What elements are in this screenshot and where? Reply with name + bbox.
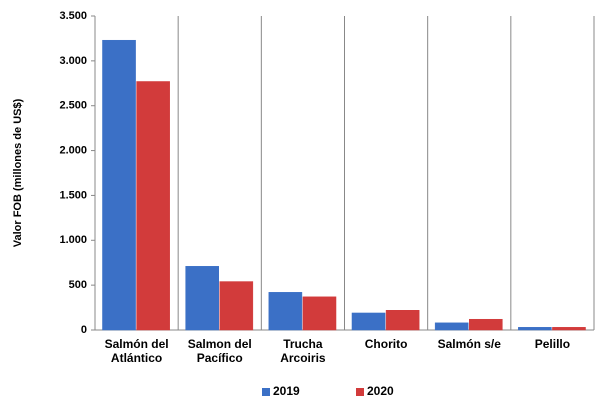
y-tick-label: 3.000 <box>59 55 87 67</box>
y-tick-label: 500 <box>69 279 87 291</box>
y-tick-label: 1.500 <box>59 189 87 201</box>
bar <box>219 281 254 331</box>
bar <box>434 322 469 331</box>
bar <box>518 327 552 331</box>
x-tick-label: Salmon del Pacífico <box>187 337 252 365</box>
bar <box>268 292 303 331</box>
legend-label: 2019 <box>273 384 300 398</box>
y-tick-label: 1.000 <box>59 234 87 246</box>
x-tick-label: Pelillo <box>534 337 571 351</box>
y-tick-label: 2.500 <box>59 100 87 112</box>
bar <box>351 312 386 331</box>
bar <box>102 39 136 331</box>
y-axis-title: Valor FOB (millones de US$) <box>12 98 24 247</box>
x-tick-label: Salmón s/e <box>437 337 501 351</box>
legend-swatch <box>356 388 364 396</box>
y-tick-label: 0 <box>81 324 87 336</box>
bar <box>385 310 420 331</box>
bar <box>185 266 220 331</box>
legend-label: 2020 <box>367 384 394 398</box>
bar <box>469 318 503 331</box>
bar <box>552 327 586 331</box>
bar <box>302 296 337 331</box>
x-tick-label: Chorito <box>364 337 408 351</box>
x-tick-label: Salmón del Atlántico <box>104 337 169 365</box>
legend-swatch <box>262 388 270 396</box>
y-tick-label: 3.500 <box>59 10 87 22</box>
bar <box>136 81 170 331</box>
x-tick-label: Trucha Arcoiris <box>280 337 326 365</box>
y-tick-label: 2.000 <box>59 144 87 156</box>
